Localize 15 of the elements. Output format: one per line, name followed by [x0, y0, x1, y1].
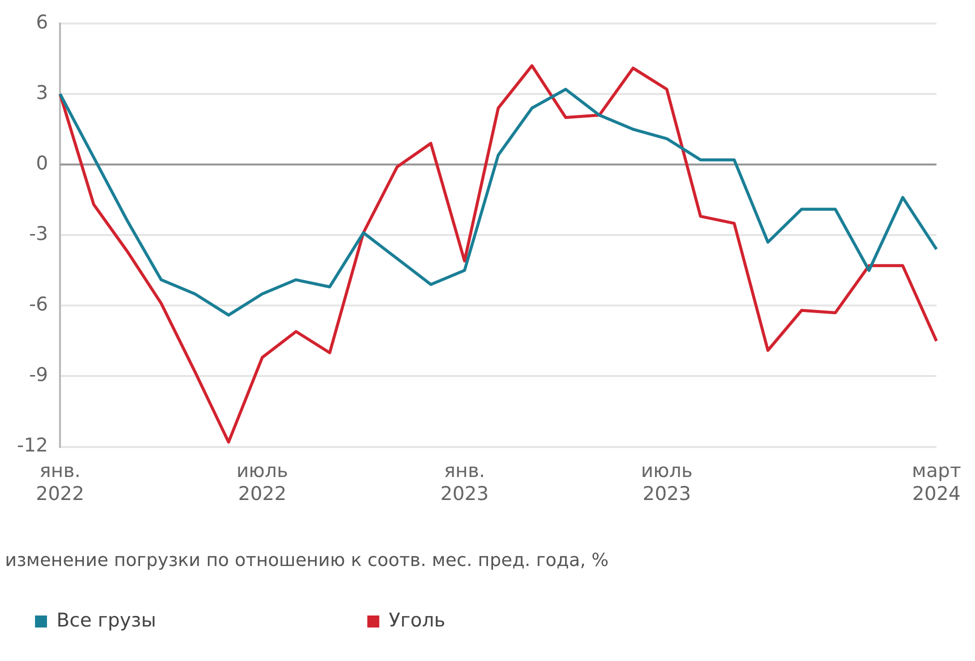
y-tick-label: -3: [29, 223, 48, 246]
legend-label: Все грузы: [56, 609, 338, 632]
y-tick-label: 3: [36, 82, 48, 104]
y-tick-label: -12: [16, 434, 48, 457]
text: изменение погрузки по отношению к соотв. мес. пред. года, %: [5, 550, 609, 571]
y-tick-label: -6: [29, 294, 48, 316]
x-tick-label: июль 2023: [640, 460, 693, 505]
y-tick-label: 6: [36, 11, 48, 34]
y-tick-label: 0: [36, 152, 48, 174]
x-tick-label: март 2024: [912, 460, 961, 505]
x-tick-label: янв. 2023: [440, 460, 489, 505]
legend-label: Уголь: [388, 609, 627, 632]
y-tick-label: -9: [29, 364, 48, 386]
x-tick-label: янв. 2022: [36, 460, 84, 505]
x-tick-label: июль 2022: [236, 460, 288, 505]
